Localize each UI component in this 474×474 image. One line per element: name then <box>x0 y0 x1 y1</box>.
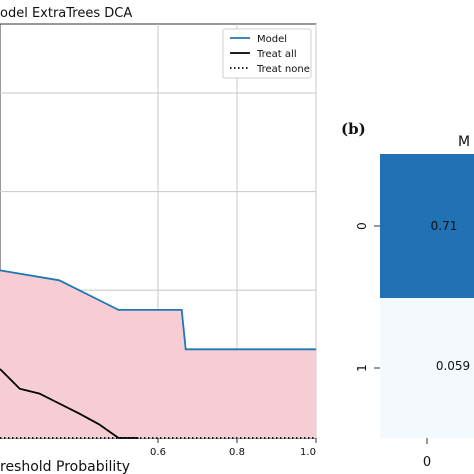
heatmap-cell-0-0 <box>380 154 474 298</box>
row-label-1: 1 <box>355 364 369 372</box>
col-label-0: 0 <box>423 455 431 470</box>
row-tick-1: 1 <box>355 364 380 372</box>
series-line-treat-all <box>0 368 139 439</box>
grid <box>0 24 317 438</box>
series-line-model <box>0 269 316 351</box>
legend-label-model: Model <box>257 34 287 45</box>
panel-b-title: M <box>458 134 470 150</box>
x-ticks: 0.6 0.8 1.0 <box>150 438 317 458</box>
cell-value-0-0: 0.71 <box>431 219 458 233</box>
panel-b-label: (b) <box>341 120 366 138</box>
confusion-matrix-panel: (b) M 0.71 0.059 0 1 0 <box>341 120 474 470</box>
x-axis-label: reshold Probability <box>0 459 130 474</box>
net-benefit-fill <box>0 270 316 438</box>
dca-title: odel ExtraTrees DCA <box>0 6 132 21</box>
row-tick-0: 0 <box>355 222 380 230</box>
legend-box <box>222 28 312 79</box>
row-label-0: 0 <box>355 222 369 230</box>
cell-value-1-0: 0.059 <box>436 359 470 373</box>
x-tick-label-1: 0.8 <box>229 447 245 458</box>
x-tick-label-2: 1.0 <box>300 447 316 458</box>
legend-label-treat-all: Treat all <box>256 49 297 60</box>
series-lines <box>0 269 316 439</box>
legend: Model Treat all Treat none <box>222 28 312 79</box>
dca-panel: odel ExtraTrees DCA 0.6 0.8 1.0 reshold Pr… <box>0 6 317 474</box>
heatmap-cell-1-0 <box>380 298 474 438</box>
x-tick-label-0: 0.6 <box>150 447 166 458</box>
legend-label-treat-none: Treat none <box>256 64 310 75</box>
